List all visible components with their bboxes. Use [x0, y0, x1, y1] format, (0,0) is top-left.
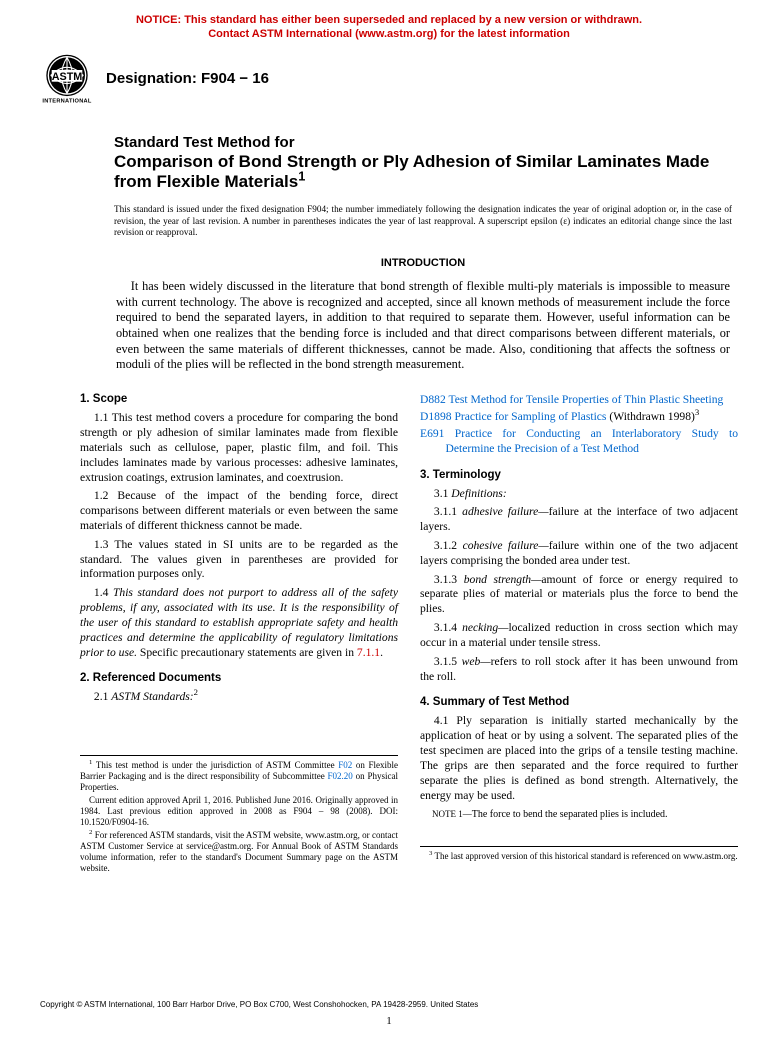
p311-num: 3.1.1	[434, 505, 462, 518]
para-2-1: 2.1 ASTM Standards:2	[80, 690, 398, 705]
designation: Designation: F904 − 16	[106, 70, 269, 87]
notice-line-1: NOTICE: This standard has either been su…	[136, 14, 642, 26]
p315-num: 3.1.5	[434, 655, 462, 668]
title-main: Comparison of Bond Strength or Ply Adhes…	[114, 152, 732, 193]
terminology-heading: 3. Terminology	[420, 469, 738, 481]
p312-num: 3.1.2	[434, 539, 463, 552]
astm-logo: ASTM INTERNATIONAL	[40, 52, 94, 106]
para-4-1: 4.1 Ply separation is initially started …	[420, 714, 738, 803]
copyright-line: Copyright © ASTM International, 100 Barr…	[40, 1000, 478, 1009]
para-3-1-3: 3.1.3 bond strength—amount of force or e…	[420, 573, 738, 617]
para-2-1-italic: ASTM Standards:	[111, 690, 193, 703]
svg-text:INTERNATIONAL: INTERNATIONAL	[42, 98, 92, 104]
p314-term: necking—	[462, 621, 508, 634]
page-number: 1	[0, 1015, 778, 1027]
left-footnotes: 1 This test method is under the jurisdic…	[80, 755, 398, 874]
ref-d882: D882 Test Method for Tensile Properties …	[420, 393, 738, 408]
para-3-1: 3.1 Definitions:	[420, 487, 738, 502]
summary-heading: 4. Summary of Test Method	[420, 696, 738, 708]
ref-d1898-code[interactable]: D1898	[420, 410, 452, 423]
note-1-label: NOTE 1—	[432, 809, 472, 819]
para-3-1-4: 3.1.4 necking—localized reduction in cro…	[420, 621, 738, 651]
fn1-link-f02[interactable]: F02	[338, 760, 352, 770]
xref-7-1-1[interactable]: 7.1.1	[357, 646, 380, 659]
fn1-link-f0220[interactable]: F02.20	[328, 771, 353, 781]
svg-text:ASTM: ASTM	[52, 70, 83, 82]
para-3-1-1: 3.1.1 adhesive failure—failure at the in…	[420, 505, 738, 535]
para-2-1-sup: 2	[194, 688, 198, 698]
notice-line-2: Contact ASTM International (www.astm.org…	[208, 28, 570, 40]
footnote-2: 2 For referenced ASTM standards, visit t…	[80, 830, 398, 874]
p311-term: adhesive failure—	[462, 505, 548, 518]
p314-num: 3.1.4	[434, 621, 462, 634]
footnote-1-p2: Current edition approved April 1, 2016. …	[80, 795, 398, 828]
para-3-1-5: 3.1.5 web—refers to roll stock after it …	[420, 655, 738, 685]
p315-term: web—	[462, 655, 491, 668]
header-row: ASTM INTERNATIONAL Designation: F904 − 1…	[40, 52, 738, 106]
fn2-body: For referenced ASTM standards, visit the…	[80, 830, 398, 873]
ref-d1898-sup: 3	[695, 407, 699, 417]
issuance-note: This standard is issued under the fixed …	[114, 204, 732, 239]
para-1-4-num: 1.4	[94, 586, 113, 599]
introduction-heading: INTRODUCTION	[114, 257, 732, 269]
notice-banner: NOTICE: This standard has either been su…	[40, 14, 738, 42]
para-3-1-italic: Definitions:	[451, 487, 506, 500]
right-footnotes: 3 The last approved version of this hist…	[420, 846, 738, 862]
p313-num: 3.1.3	[434, 573, 464, 586]
ref-e691: E691 Practice for Conducting an Interlab…	[420, 427, 738, 457]
left-column: 1. Scope 1.1 This test method covers a p…	[80, 393, 398, 876]
para-1-1: 1.1 This test method covers a procedure …	[80, 411, 398, 485]
title-main-text: Comparison of Bond Strength or Ply Adhes…	[114, 152, 709, 191]
para-3-1-num: 3.1	[434, 487, 451, 500]
two-column-body: 1. Scope 1.1 This test method covers a p…	[80, 393, 738, 876]
para-1-4-tail: Specific precautionary statements are gi…	[137, 646, 357, 659]
para-3-1-2: 3.1.2 cohesive failure—failure within on…	[420, 539, 738, 569]
fn1-a: This test method is under the jurisdicti…	[92, 760, 338, 770]
ref-d1898-withdrawn: (Withdrawn 1998)	[606, 410, 694, 423]
ref-d882-code[interactable]: D882	[420, 393, 446, 406]
footnote-1: 1 This test method is under the jurisdic…	[80, 760, 398, 793]
para-1-4: 1.4 This standard does not purport to ad…	[80, 586, 398, 660]
right-column: D882 Test Method for Tensile Properties …	[420, 393, 738, 876]
p312-term: cohesive failure—	[463, 539, 549, 552]
note-1: NOTE 1—The force to bend the separated p…	[420, 809, 738, 822]
ref-d1898-title[interactable]: Practice for Sampling of Plastics	[454, 410, 606, 423]
note-1-body: The force to bend the separated plies is…	[472, 809, 668, 820]
title-prefix: Standard Test Method for	[114, 134, 732, 152]
para-2-1-num: 2.1	[94, 690, 111, 703]
para-1-3: 1.3 The values stated in SI units are to…	[80, 538, 398, 582]
para-1-2: 1.2 Because of the impact of the bending…	[80, 489, 398, 533]
ref-e691-code[interactable]: E691	[420, 427, 444, 440]
content-area: Standard Test Method for Comparison of B…	[40, 134, 738, 876]
footnote-3: 3 The last approved version of this hist…	[420, 851, 738, 862]
para-1-4-period: .	[380, 646, 383, 659]
ref-d882-title[interactable]: Test Method for Tensile Properties of Th…	[448, 393, 723, 406]
introduction-body: It has been widely discussed in the lite…	[114, 279, 732, 373]
scope-heading: 1. Scope	[80, 393, 398, 405]
fn3-body: The last approved version of this histor…	[432, 851, 737, 861]
p313-term: bond strength—	[464, 573, 542, 586]
ref-e691-title[interactable]: Practice for Conducting an Interlaborato…	[446, 427, 738, 455]
title-footnote-sup: 1	[298, 168, 305, 183]
title-block: Standard Test Method for Comparison of B…	[114, 134, 732, 193]
ref-d1898: D1898 Practice for Sampling of Plastics …	[420, 410, 738, 425]
referenced-docs-heading: 2. Referenced Documents	[80, 672, 398, 684]
